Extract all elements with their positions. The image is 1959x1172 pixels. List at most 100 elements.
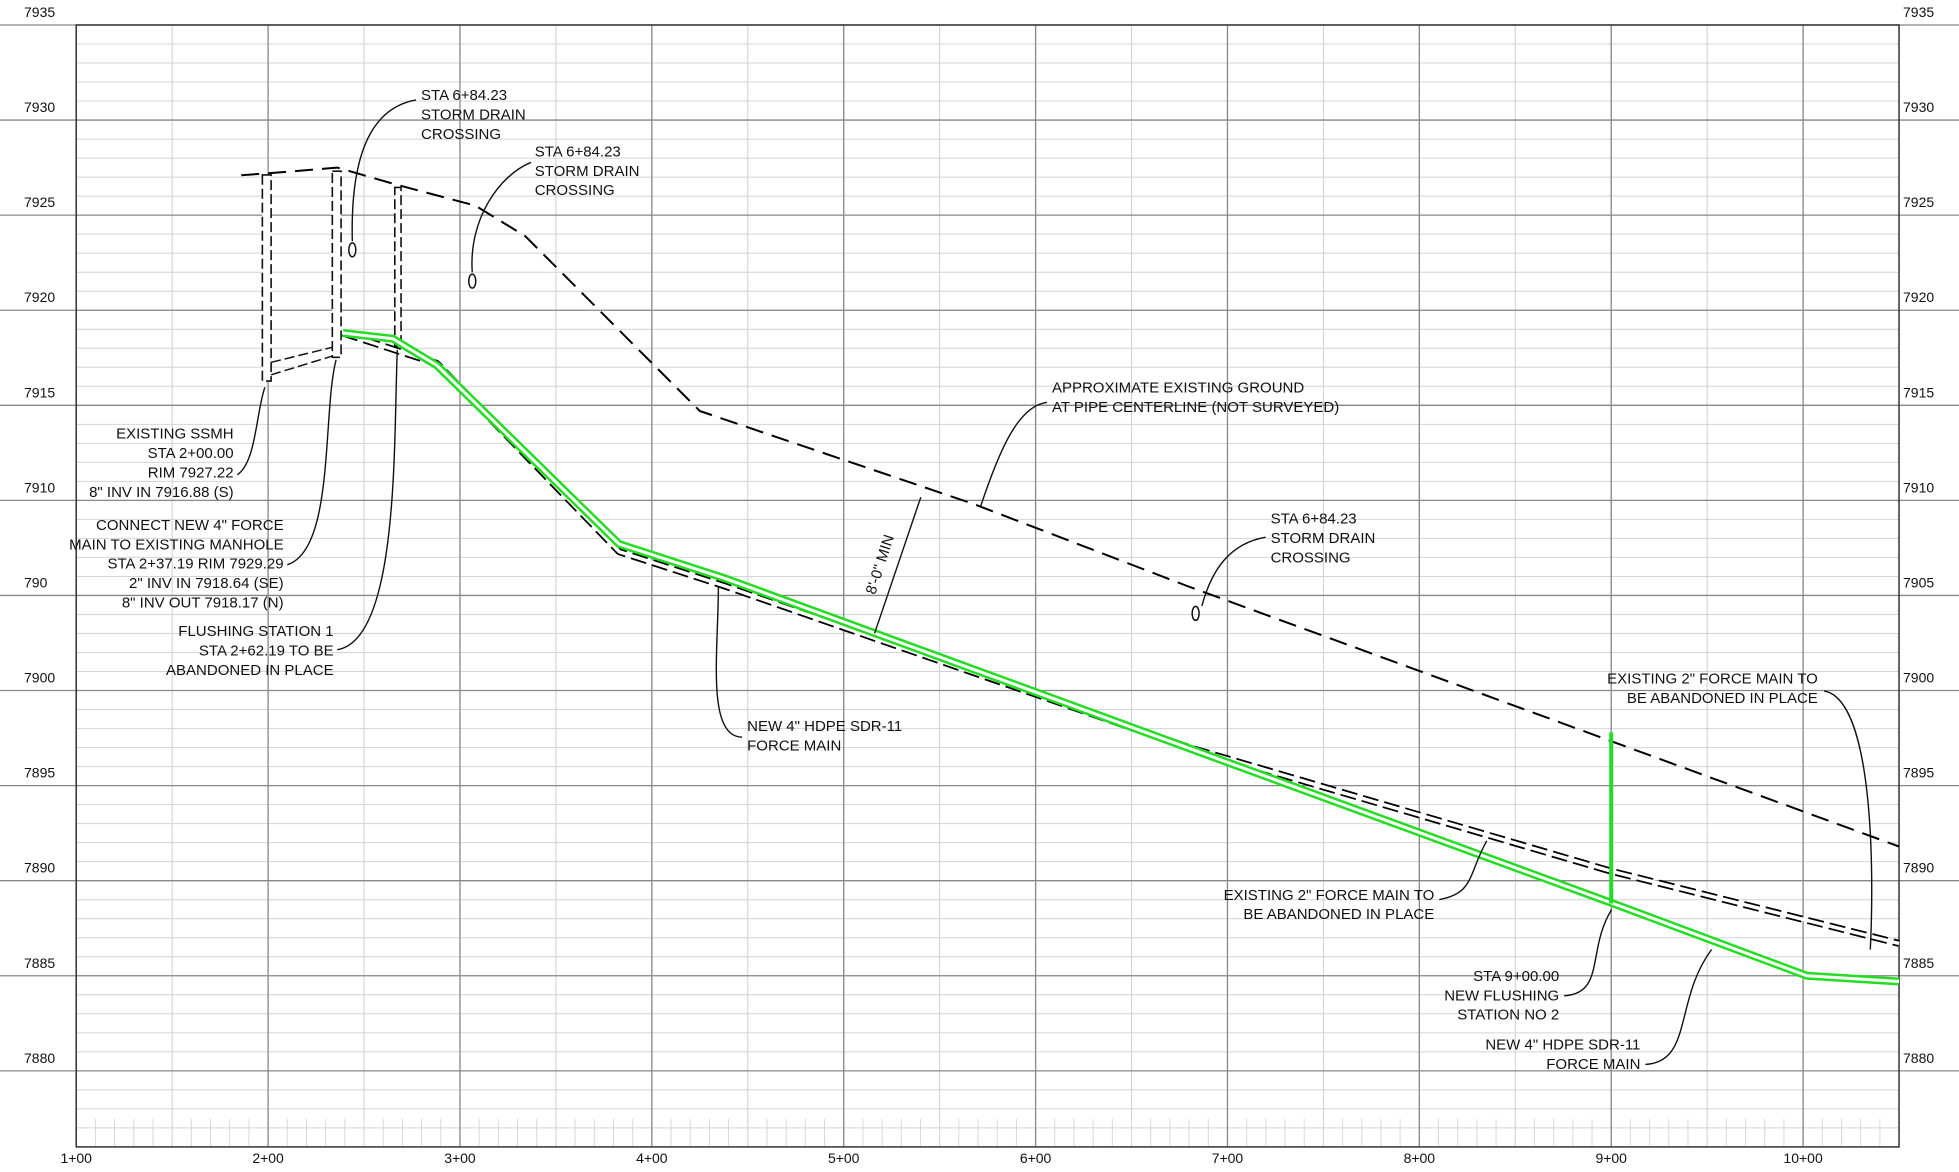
annotation-line: 8'-0" MIN xyxy=(863,533,898,597)
y2-tick-label: 7900 xyxy=(1903,670,1934,686)
ground-line xyxy=(241,166,1900,848)
leader xyxy=(1823,690,1873,950)
pipe-stub xyxy=(270,346,333,364)
x-tick-label: 4+00 xyxy=(636,1150,668,1166)
annotation-line: STORM DRAIN xyxy=(421,107,526,124)
y-tick-label: 7885 xyxy=(24,955,55,971)
annotation: NEW 4" HDPE SDR-11 FORCE MAIN xyxy=(747,718,902,754)
annotation-line: STA 6+84.23 xyxy=(421,87,507,104)
crossing xyxy=(1191,605,1200,622)
annotation-line: AT PIPE CENTERLINE (NOT SURVEYED) xyxy=(1052,399,1339,416)
y-tick-label: 7930 xyxy=(24,99,55,115)
leader xyxy=(287,359,337,566)
y-tick-label: 7910 xyxy=(24,479,55,495)
x-tick-label: 8+00 xyxy=(1404,1150,1436,1166)
annotation: STA 6+84.23 STORM DRAIN CROSSING xyxy=(421,87,526,143)
leader xyxy=(337,349,398,651)
leader xyxy=(873,497,922,634)
x-tick-label: 7+00 xyxy=(1212,1150,1244,1166)
annotation: 8'-0" MIN xyxy=(863,533,898,597)
annotation-line: STA 2+37.19 RIM 7929.29 xyxy=(108,556,284,573)
pipe-stub xyxy=(270,355,333,376)
leader xyxy=(351,99,417,242)
y-tick-label: 7925 xyxy=(24,194,55,210)
annotation-line: 8" INV OUT 7918.17 (N) xyxy=(122,594,284,611)
annotation-line: BE ABANDONED IN PLACE xyxy=(1627,690,1818,707)
y2-tick-label: 7915 xyxy=(1903,384,1934,400)
annotation-line: RIM 7927.22 xyxy=(148,464,234,481)
annotation-line: CROSSING xyxy=(1271,549,1351,566)
annotation: NEW 4" HDPE SDR-11 FORCE MAIN xyxy=(1485,1037,1640,1073)
x-tick-label: 2+00 xyxy=(252,1150,284,1166)
y2-tick-label: 7920 xyxy=(1903,289,1934,305)
crossing xyxy=(468,273,477,289)
x-tick-label: 10+00 xyxy=(1783,1150,1823,1166)
leader xyxy=(1564,909,1613,997)
x-tick-label: 3+00 xyxy=(444,1150,476,1166)
annotation-line: STA 2+00.00 xyxy=(148,445,234,462)
annotation-line: CROSSING xyxy=(421,126,501,143)
annotation-line: EXISTING 2" FORCE MAIN TO xyxy=(1607,671,1818,688)
annotation-line: STA 9+00.00 xyxy=(1473,968,1559,985)
annotation-line: CROSSING xyxy=(535,182,615,199)
annotation-line: CONNECT NEW 4" FORCE xyxy=(96,517,284,534)
annotation: STA 6+84.23 STORM DRAIN CROSSING xyxy=(535,143,640,199)
y-tick-label: 7915 xyxy=(24,384,55,400)
y2-tick-label: 7895 xyxy=(1903,765,1934,781)
annotation: STA 6+84.23 STORM DRAIN CROSSING xyxy=(1271,511,1376,567)
annotation-line: EXISTING 2" FORCE MAIN TO xyxy=(1224,887,1435,904)
annotation-line: MAIN TO EXISTING MANHOLE xyxy=(69,536,283,553)
manhole xyxy=(331,170,342,359)
annotation-line: NEW FLUSHING xyxy=(1444,987,1559,1004)
manhole xyxy=(261,174,272,382)
annotation-line: STORM DRAIN xyxy=(1271,530,1376,547)
annotation-line: 2" INV IN 7918.64 (SE) xyxy=(129,575,284,592)
x-tick-label: 1+00 xyxy=(60,1150,92,1166)
y2-tick-label: 7885 xyxy=(1903,955,1934,971)
x-tick-label: 6+00 xyxy=(1020,1150,1052,1166)
annotation-line: EXISTING SSMH xyxy=(116,426,234,443)
annotation-line: FLUSHING STATION 1 xyxy=(178,623,333,640)
y-tick-label: 7935 xyxy=(24,4,55,20)
leader xyxy=(980,401,1048,507)
y-tick-label: 7890 xyxy=(24,860,55,876)
annotation: FLUSHING STATION 1 STA 2+62.19 TO BE ABAND… xyxy=(166,623,334,679)
x-tick-label: 9+00 xyxy=(1595,1150,1627,1166)
annotation-line: BE ABANDONED IN PLACE xyxy=(1243,906,1434,923)
y2-tick-label: 7905 xyxy=(1903,574,1934,590)
annotation-line: NEW 4" HDPE SDR-11 xyxy=(1485,1037,1640,1054)
annotation-line: STA 6+84.23 xyxy=(535,143,621,160)
y2-tick-label: 7935 xyxy=(1903,4,1934,20)
annotation-line: 8" INV IN 7916.88 (S) xyxy=(89,484,234,501)
y2-tick-label: 7925 xyxy=(1903,194,1934,210)
leader xyxy=(715,587,743,738)
annotation-line: STORM DRAIN xyxy=(535,163,640,180)
crossing xyxy=(348,242,357,258)
annotation: EXISTING 2" FORCE MAIN TO BE ABANDONED IN… xyxy=(1224,887,1435,923)
annotation-line: APPROXIMATE EXISTING GROUND xyxy=(1052,380,1304,397)
x-tick-label: 5+00 xyxy=(828,1150,860,1166)
leader xyxy=(1645,949,1713,1066)
leader xyxy=(1439,840,1488,901)
annotation-line: STA 2+62.19 TO BE xyxy=(199,643,334,660)
y2-tick-label: 7880 xyxy=(1903,1050,1934,1066)
y-tick-label: 790 xyxy=(24,574,48,590)
annotation-line: ABANDONED IN PLACE xyxy=(166,662,334,679)
annotation: STA 9+00.00 NEW FLUSHING STATION NO 2 xyxy=(1444,968,1559,1024)
y-tick-label: 7895 xyxy=(24,765,55,781)
annotation: APPROXIMATE EXISTING GROUND AT PIPE CENTE… xyxy=(1052,380,1339,416)
annotation-line: NEW 4" HDPE SDR-11 xyxy=(747,718,902,735)
annotation: EXISTING SSMH STA 2+00.00 RIM 7927.22 8" IN… xyxy=(89,426,234,501)
leader xyxy=(1201,536,1266,607)
leader xyxy=(471,161,532,273)
new-force-main-core xyxy=(342,331,1900,983)
y-tick-label: 7880 xyxy=(24,1050,55,1066)
y-tick-label: 7920 xyxy=(24,289,55,305)
annotation-line: FORCE MAIN xyxy=(1546,1056,1640,1073)
annotation: CONNECT NEW 4" FORCE MAIN TO EXISTING MAN… xyxy=(69,517,283,611)
y2-tick-label: 7910 xyxy=(1903,479,1934,495)
y2-tick-label: 7890 xyxy=(1903,860,1934,876)
y-tick-label: 7900 xyxy=(24,670,55,686)
